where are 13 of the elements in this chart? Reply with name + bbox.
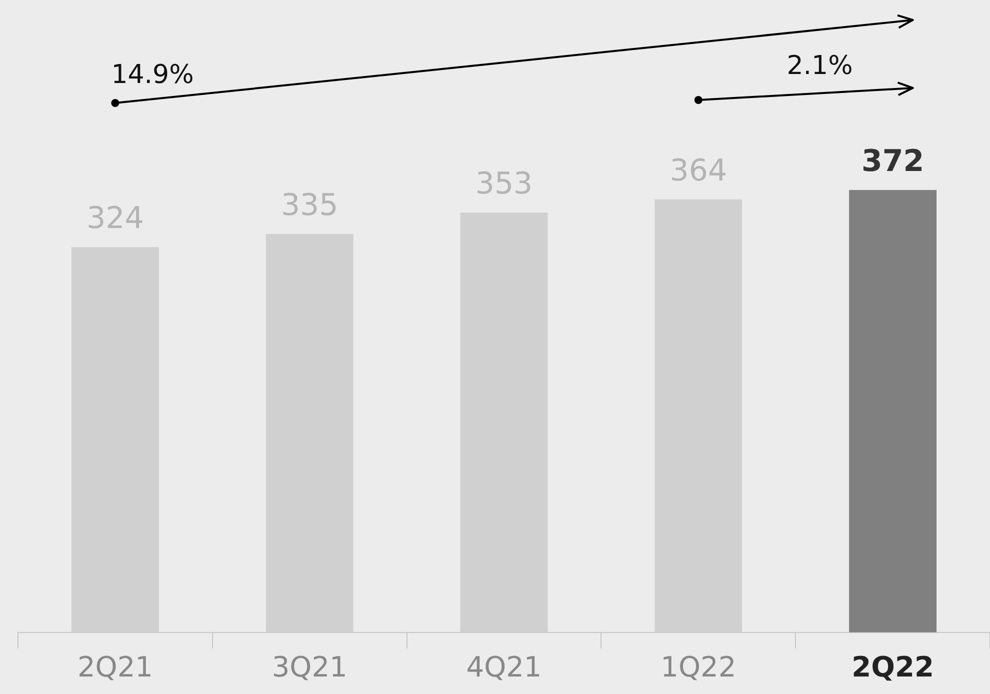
data-label: 372 — [861, 144, 924, 179]
data-label: 353 — [475, 166, 533, 202]
x-tick-label: 1Q22 — [660, 650, 736, 684]
text: 2.1% — [786, 51, 853, 81]
x-tick-label: 2Q22 — [852, 650, 934, 684]
x-tick-label: 2Q21 — [77, 650, 153, 684]
data-label: 324 — [86, 200, 144, 236]
data-label: 364 — [670, 153, 728, 188]
bar — [849, 190, 937, 632]
text: 14.9% — [111, 60, 194, 90]
x-tick-label: 4Q21 — [466, 650, 542, 684]
x-tick-label: 3Q21 — [272, 650, 348, 684]
data-label: 335 — [280, 188, 338, 223]
